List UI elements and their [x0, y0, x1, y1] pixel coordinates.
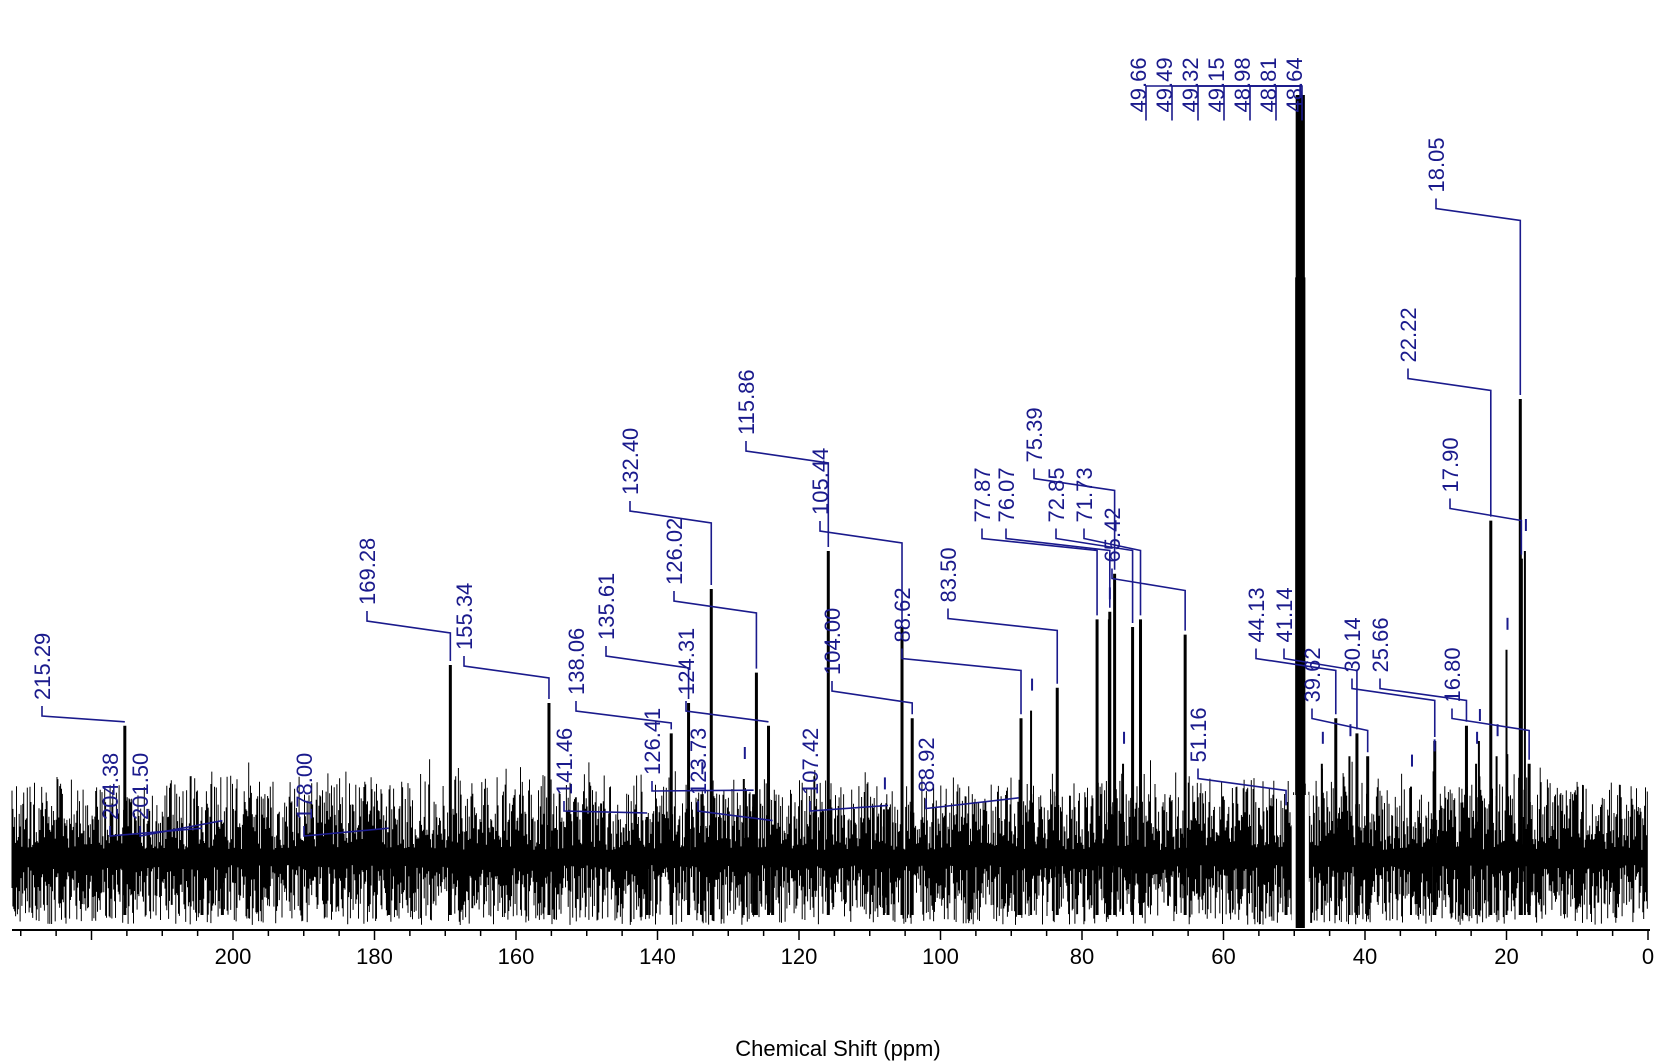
peak-label: 88.62 — [890, 587, 915, 642]
peak-label: 88.92 — [914, 737, 939, 792]
peak-label-leader — [925, 797, 1019, 810]
peak-label-leader — [1005, 528, 1111, 608]
solvent-peak-band — [1291, 95, 1309, 930]
x-tick-label: 0 — [1642, 944, 1654, 969]
peak-label: 25.66 — [1368, 617, 1393, 672]
peak-label: 22.22 — [1396, 307, 1421, 362]
peak-label-leader — [1283, 648, 1358, 730]
peak-label-leader — [563, 801, 648, 814]
peak-label: 107.42 — [798, 728, 823, 795]
x-tick-label: 160 — [498, 944, 535, 969]
peak-label: 39.62 — [1300, 647, 1325, 702]
peak-label-leader — [605, 646, 690, 699]
peak-label-leader — [651, 781, 754, 792]
x-tick-label: 200 — [215, 944, 252, 969]
peak-label: 49.15 — [1204, 57, 1229, 112]
peak-label-leader — [981, 528, 1098, 616]
peak-label: 48.64 — [1282, 57, 1307, 112]
peak-label: 71.73 — [1072, 467, 1097, 522]
x-tick-label: 100 — [922, 944, 959, 969]
peak-label-leader — [685, 701, 769, 723]
x-axis: 200 180 160 140 120 100 80 60 40 20 0 — [12, 929, 1654, 969]
peak-label: 83.50 — [936, 547, 961, 602]
peak-label: 48.98 — [1230, 57, 1255, 112]
peak-label-leader — [1407, 368, 1492, 517]
peak-labels: 215.29 204.38 201.50 178.00 169.28 155.34 141.… — [30, 57, 1465, 820]
peak-label: 17.90 — [1438, 437, 1463, 492]
peak-label-leader — [1033, 468, 1116, 570]
peak-label: 126.41 — [640, 708, 665, 775]
peak-label-leader — [673, 591, 758, 669]
peak-label: 49.49 — [1152, 57, 1177, 112]
peak-label: 49.32 — [1178, 57, 1203, 112]
peak-label: 126.02 — [662, 518, 687, 585]
x-tick-label: 60 — [1211, 944, 1235, 969]
peak-label-leader — [366, 611, 452, 661]
peak-label: 124.31 — [674, 628, 699, 695]
peak-label-leader — [947, 608, 1059, 684]
peak-label: 123.73 — [686, 728, 711, 795]
peak-label: 30.14 — [1340, 617, 1365, 672]
minor-peak-markers — [700, 519, 1527, 915]
peak-label-leader — [1435, 198, 1522, 395]
peak-label: 155.34 — [452, 583, 477, 650]
peak-label: 104.00 — [820, 608, 845, 675]
peak-label-leader — [1351, 678, 1436, 737]
peak-label-leader — [629, 501, 713, 585]
peak-label: 48.81 — [1256, 57, 1281, 112]
peak-label: 215.29 — [30, 633, 55, 700]
peak-label: 76.07 — [994, 467, 1019, 522]
peak-label: 135.61 — [594, 573, 619, 640]
peak-label-leader — [1451, 708, 1530, 760]
peak-label-leader — [1449, 498, 1523, 555]
peak-label-leader — [901, 648, 1022, 715]
peak-label: 169.28 — [355, 538, 380, 605]
peak-label: 75.39 — [1022, 407, 1047, 462]
x-tick-label: 80 — [1070, 944, 1094, 969]
peak-label: 16.80 — [1440, 647, 1465, 702]
peak-label: 65.42 — [1100, 507, 1125, 562]
x-tick-label: 120 — [781, 944, 818, 969]
peak-label-leader — [1197, 768, 1287, 806]
x-tick-label: 180 — [356, 944, 393, 969]
x-tick-label: 140 — [639, 944, 676, 969]
peak-label-leader — [41, 706, 125, 723]
peak-label: 132.40 — [618, 428, 643, 495]
x-tick-label: 20 — [1494, 944, 1518, 969]
peak-label-leader — [1111, 568, 1186, 631]
peak-label: 44.13 — [1244, 587, 1269, 642]
peak-label-leaders — [41, 85, 1530, 837]
peak-label-leader — [303, 826, 389, 837]
peak-label: 201.50 — [128, 753, 153, 820]
peak-label-leader — [697, 801, 773, 822]
peak-label: 41.14 — [1272, 587, 1297, 642]
peak-label: 115.86 — [734, 369, 759, 435]
peak-label-leader — [463, 656, 550, 699]
peak-label-leader — [1255, 648, 1337, 715]
peak-label: 105.44 — [808, 448, 833, 515]
peak-label: 51.16 — [1186, 707, 1211, 762]
peak-label: 72.85 — [1044, 467, 1069, 522]
x-tick-label: 40 — [1353, 944, 1377, 969]
peak-label: 138.06 — [564, 628, 589, 695]
peak-label: 49.66 — [1126, 57, 1151, 112]
peak-label-leader — [1311, 708, 1369, 753]
peak-label-leader — [575, 701, 673, 730]
peak-label: 141.46 — [552, 728, 577, 795]
peak-label-leader — [809, 801, 889, 812]
peak-label: 178.00 — [292, 753, 317, 820]
peak-label-leader — [1379, 678, 1468, 722]
peak-label-leader — [831, 681, 913, 715]
peak-label-leader — [745, 441, 830, 547]
peak-label-leader — [1055, 528, 1134, 623]
x-axis-title: Chemical Shift (ppm) — [735, 1036, 940, 1061]
solvent-multiplet — [1295, 95, 1305, 928]
peak-label: 204.38 — [98, 753, 123, 820]
peak-label-leader — [139, 819, 223, 837]
peak-label: 77.87 — [970, 467, 995, 522]
peak-label-leader — [819, 521, 903, 623]
peak-label-leader — [1299, 85, 1303, 121]
peak-label: 18.05 — [1424, 137, 1449, 192]
